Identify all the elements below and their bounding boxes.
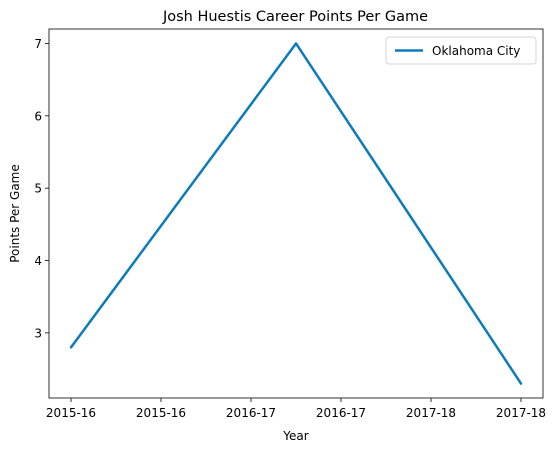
y-axis: 3 4 5 6 7	[34, 37, 49, 340]
y-tick-label: 4	[34, 254, 42, 268]
y-tick-label: 7	[34, 37, 42, 51]
x-tick-label: 2016-17	[226, 406, 276, 420]
series-line-oklahoma-city	[69, 42, 523, 385]
y-axis-label: Points Per Game	[8, 164, 22, 263]
y-tick-label: 5	[34, 182, 42, 196]
x-axis-label: Year	[282, 429, 308, 443]
y-tick-label: 3	[34, 326, 42, 340]
x-tick-label: 2017-18	[406, 406, 456, 420]
x-tick-label: 2016-17	[316, 406, 366, 420]
y-tick-label: 6	[34, 109, 42, 123]
x-axis: 2015-16 2015-16 2016-17 2016-17 2017-18 2017-…	[46, 398, 546, 420]
x-tick-label: 2015-16	[46, 406, 96, 420]
plot-area	[48, 28, 544, 399]
legend-label: Oklahoma City	[432, 44, 520, 58]
x-tick-label: 2015-16	[136, 406, 186, 420]
series-layer	[69, 42, 523, 385]
legend: Oklahoma City	[385, 36, 537, 65]
legend-box	[385, 36, 537, 65]
x-tick-label: 2017-18	[496, 406, 546, 420]
chart-title: Josh Huestis Career Points Per Game	[162, 9, 428, 25]
